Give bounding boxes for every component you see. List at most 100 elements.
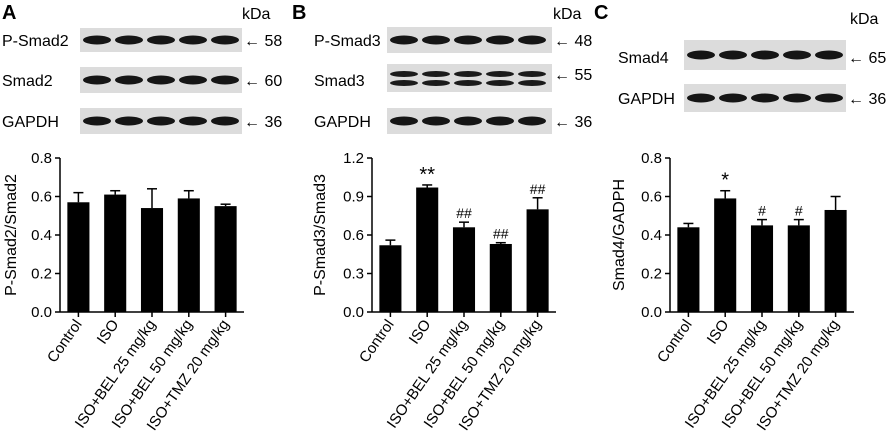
blot-label-gapdh-a: GAPDH (2, 114, 59, 131)
blot-band (454, 116, 482, 126)
kda-header-b: kDa (553, 6, 582, 23)
bar (177, 198, 200, 312)
y-axis-label: P-Smad2/Smad2 (3, 174, 20, 296)
blot-band (211, 75, 239, 85)
blot-band (147, 35, 175, 45)
blot-label-gapdh-b: GAPDH (314, 114, 371, 131)
significance-marker: # (795, 203, 803, 219)
bar-chart-b: 0.0 0.3 0.6 0.9 1.2 P-Smad3/Smad3 Control ** ISO… (312, 150, 556, 434)
blot-band (211, 116, 239, 126)
bar (750, 225, 774, 312)
y-tick-label: 0.6 (31, 189, 52, 206)
blot-band (687, 50, 715, 60)
blot-band (83, 75, 111, 85)
kda-arrow-48: ← 48 (554, 33, 592, 50)
y-tick-label: 0.6 (641, 189, 662, 206)
blot-band (422, 80, 450, 86)
y-tick-label: 0.4 (641, 227, 662, 244)
y-tick-label: 1.2 (343, 150, 364, 167)
blot-band (815, 93, 843, 103)
blot-band (719, 50, 747, 60)
y-tick-label: 0.2 (31, 266, 52, 283)
kda-arrow-36-a: ← 36 (244, 114, 282, 131)
kda-arrow-65: ← 65 (848, 50, 886, 67)
significance-marker: * (721, 170, 729, 192)
blot-band (518, 71, 546, 77)
blot-band (486, 71, 514, 77)
bar (416, 187, 439, 312)
bar (787, 225, 810, 312)
blot-band (422, 71, 450, 77)
blot-band (422, 35, 450, 45)
panel-letter-b: B (292, 2, 306, 24)
y-tick-label: 0.2 (641, 266, 662, 283)
kda-header-a: kDa (242, 6, 271, 23)
panel-letter-a: A (2, 2, 16, 24)
blot-band (518, 116, 546, 126)
y-tick-label: 0.6 (343, 227, 364, 244)
category-label: Control (356, 317, 398, 366)
blot-band (783, 50, 811, 60)
blot-band (422, 116, 450, 126)
blot-band (390, 80, 418, 86)
y-tick-label: 0.9 (343, 189, 364, 206)
bar (140, 208, 164, 312)
blot-band (83, 116, 111, 126)
y-tick-label: 0.0 (343, 304, 364, 321)
y-tick-label: 0.3 (343, 266, 364, 283)
bar (714, 198, 737, 312)
blot-strip (387, 64, 552, 92)
blot-band (115, 75, 143, 85)
bar (824, 209, 847, 312)
category-label: ISO (704, 317, 733, 348)
blot-band (751, 50, 779, 60)
y-tick-label: 0.0 (31, 304, 52, 321)
blot-band (390, 71, 418, 77)
blot-band (83, 35, 111, 45)
panel-letter-c: C (594, 2, 608, 24)
kda-arrow-36-c: ← 36 (848, 91, 886, 108)
bar (526, 209, 549, 312)
kda-header-c: kDa (850, 11, 879, 28)
blot-label-smad4: Smad4 (618, 50, 669, 67)
bar (379, 245, 402, 312)
blot-band (751, 93, 779, 103)
blot-band (454, 35, 482, 45)
kda-arrow-58: ← 58 (244, 33, 282, 50)
blot-band (486, 116, 514, 126)
blot-label-p-smad2: P-Smad2 (2, 33, 69, 50)
blot-band (454, 80, 482, 86)
blot-label-smad2: Smad2 (2, 73, 53, 90)
blot-label-gapdh-c: GAPDH (618, 91, 675, 108)
kda-arrow-60: ← 60 (244, 73, 282, 90)
kda-arrow-36-b: ← 36 (554, 114, 592, 131)
significance-marker: ## (530, 181, 546, 197)
bar (104, 194, 127, 312)
blot-band (454, 71, 482, 77)
blot-label-p-smad3: P-Smad3 (314, 33, 381, 50)
blot-band (147, 116, 175, 126)
y-tick-label: 0.8 (31, 150, 52, 167)
blot-panel-c: Smad4 ← 65 GAPDH ← 36 (618, 40, 886, 112)
significance-marker: ## (493, 226, 509, 242)
category-label: Control (44, 317, 86, 366)
bar (67, 202, 90, 312)
y-tick-label: 0.0 (641, 304, 662, 321)
blot-band (179, 75, 207, 85)
category-label: ISO (406, 317, 435, 348)
significance-marker: # (758, 203, 766, 219)
blot-band (115, 35, 143, 45)
blot-band (486, 80, 514, 86)
blot-band (390, 116, 418, 126)
blot-band (179, 116, 207, 126)
bar (214, 206, 237, 312)
bar-chart-c: 0.00.20.40.60.8Smad4/GADPHControl*ISO#IS… (611, 150, 854, 434)
bar (452, 227, 476, 312)
category-label: ISO (94, 317, 123, 348)
y-axis-label: Smad4/GADPH (611, 179, 628, 291)
bar (677, 227, 700, 312)
category-label: Control (654, 317, 696, 366)
blot-label-smad3: Smad3 (314, 73, 365, 90)
significance-marker: ** (419, 164, 435, 186)
